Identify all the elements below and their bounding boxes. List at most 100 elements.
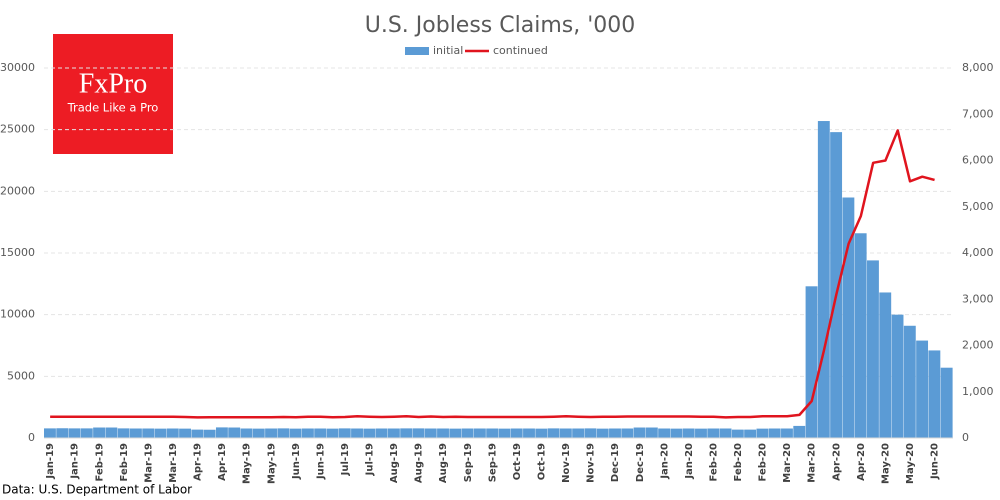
bar [461,428,474,438]
bar [44,428,56,438]
x-tick-label: Jul-19 [340,443,351,476]
bar [940,367,953,438]
legend-label: initial [433,44,463,57]
x-tick-label: Feb-20 [733,443,744,481]
x-tick-label: Feb-20 [708,443,719,481]
y2-tick-label: 2,000 [962,339,994,352]
x-tick-label: Feb-19 [94,443,105,481]
legend-label: continued [493,44,548,57]
bar [228,427,241,438]
x-tick-label: Mar-20 [782,443,793,483]
bar [510,428,523,438]
bar [437,428,449,438]
bar [375,428,388,438]
line [50,129,935,419]
bar [424,428,437,438]
bar [916,340,929,438]
x-tick-label: Oct-19 [536,443,547,480]
bar [731,429,744,438]
y-tick-label: 5000 [7,369,35,382]
x-tick-label: Sep-19 [487,443,498,482]
x-tick-label: Aug-19 [414,443,425,483]
x-tick-label: Jan-20 [659,443,670,480]
bar [486,428,499,438]
x-tick-label: Apr-20 [856,443,867,481]
x-tick-label: May-20 [880,443,891,484]
x-tick-label: Jan-19 [70,443,81,480]
bar [756,428,769,438]
y-tick-label: 20000 [0,184,35,197]
bar [621,428,634,438]
x-tick-label: Aug-19 [438,443,449,483]
bar [645,427,658,438]
bar [326,428,339,438]
bar [903,325,916,438]
x-tick-label: Feb-19 [119,443,130,481]
bar [559,428,572,438]
bar [301,428,314,438]
bar [781,428,793,438]
bar [854,233,867,438]
x-tick-label: Dec-19 [610,443,621,482]
x-tick-label: Sep-19 [463,443,474,482]
x-tick-label: Mar-19 [168,443,179,483]
bar [154,428,167,438]
bar [117,428,130,438]
bar [682,428,695,438]
x-tick-label: Jun-19 [291,443,302,480]
bar [338,428,351,438]
x-tick-label: Jun-20 [930,443,941,480]
bar [473,428,486,438]
x-tick-label: Jan-19 [45,443,56,480]
y2-tick-label: 7,000 [962,107,994,120]
x-tick-label: May-19 [266,443,277,484]
bar [166,428,179,438]
bar [363,428,376,438]
bar [240,428,253,438]
bar [879,292,892,438]
y-tick-label: 10000 [0,308,35,321]
y2-tick-label: 8,000 [962,61,994,74]
bar [400,428,413,438]
bar [289,428,302,438]
bar [596,428,609,438]
bar [449,428,462,438]
bar [265,428,277,438]
bar [793,425,806,438]
logo-name: FxPro [79,68,147,99]
y2-tick-label: 3,000 [962,292,994,305]
bar [80,428,93,438]
bar [215,427,228,438]
y2-tick-label: 4,000 [962,246,994,259]
logo-box [53,34,173,154]
bar [179,428,192,438]
x-tick-label: May-19 [242,443,253,484]
y-tick-label: 25000 [0,123,35,136]
bar [891,314,904,438]
bar [707,428,720,438]
bar [719,428,732,438]
bar [670,428,683,438]
x-tick-label: May-20 [905,443,916,484]
bar [744,429,757,438]
logo-tagline: Trade Like a Pro [67,101,159,115]
bar [523,428,535,438]
bar [830,132,843,438]
bar [93,427,106,438]
bar [129,428,142,438]
bar [191,429,204,438]
x-tick-label: Apr-19 [193,443,204,481]
x-tick-label: Oct-19 [512,443,523,480]
bar [314,428,327,438]
bar [412,428,425,438]
bar [842,197,855,438]
bar [498,428,511,438]
x-tick-label: Nov-19 [586,443,597,483]
bar [805,286,818,438]
bar [351,428,363,438]
y-tick-label: 0 [28,431,35,444]
bar [867,260,879,438]
y2-tick-label: 6,000 [962,154,994,167]
y-tick-label: 30000 [0,61,35,74]
bar [695,428,707,438]
